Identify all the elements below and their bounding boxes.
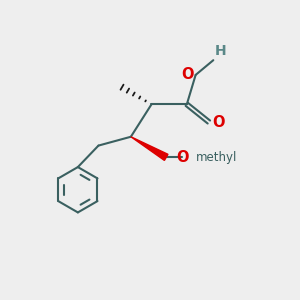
Text: methyl: methyl — [196, 151, 238, 164]
Text: O: O — [181, 68, 193, 82]
Text: O: O — [212, 115, 225, 130]
Text: H: H — [215, 44, 226, 58]
Polygon shape — [131, 137, 168, 160]
Text: O: O — [176, 150, 189, 165]
